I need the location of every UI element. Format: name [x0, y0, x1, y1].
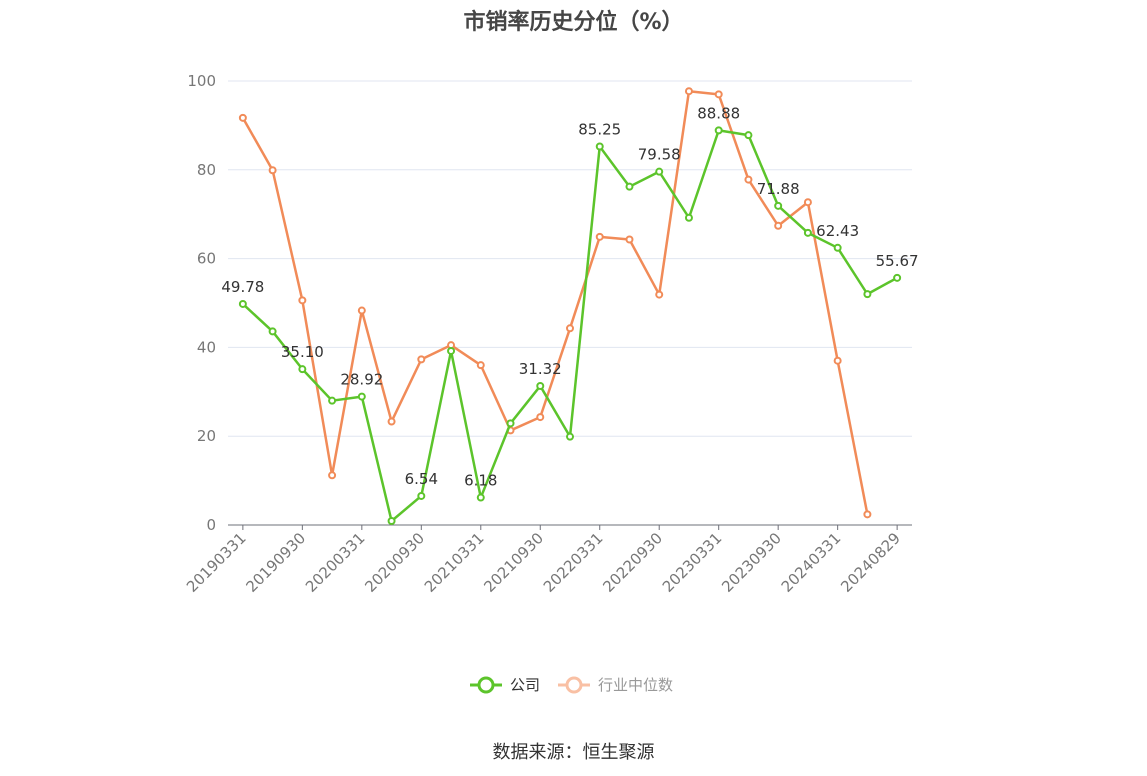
data-point-company	[506, 419, 515, 428]
x-tick-label: 20200331	[302, 529, 369, 596]
x-tick-label: 20230331	[659, 529, 726, 596]
data-labels: 49.78 35.10 28.92 6.54 6.18 31.32 85.25 79.58 88…	[221, 104, 918, 489]
legend-label: 行业中位数	[598, 676, 673, 694]
chart-title: 市销率历史分位（%）	[463, 10, 684, 35]
y-tick-label: 0	[206, 516, 216, 534]
data-point-industry-median	[328, 471, 337, 480]
data-point-industry-median	[833, 356, 842, 365]
data-point-company	[566, 432, 574, 441]
data-label: 62.43	[816, 222, 859, 240]
data-point-company	[387, 517, 396, 526]
x-tick-label: 20190930	[242, 529, 309, 596]
data-point-company	[447, 346, 456, 355]
data-point-industry-median	[268, 166, 277, 175]
data-point-company	[744, 131, 753, 140]
data-label: 88.88	[697, 104, 740, 122]
data-label: 79.58	[638, 146, 681, 164]
legend-marker-icon	[477, 676, 495, 694]
x-tick-label: 20220930	[599, 529, 666, 596]
grid-lines	[228, 80, 912, 437]
data-point-company	[833, 243, 842, 252]
data-point-company	[714, 126, 723, 135]
data-point-industry-median	[714, 90, 723, 99]
data-point-industry-median	[476, 361, 485, 370]
data-point-company	[238, 299, 247, 308]
x-tick-label: 20190331	[183, 529, 250, 596]
x-tick-label: 20230930	[718, 529, 785, 596]
legend-label: 公司	[510, 676, 540, 694]
data-point-company	[595, 142, 604, 151]
data-point-company	[268, 327, 277, 336]
y-tick-label: 40	[197, 338, 216, 356]
data-point-industry-median	[387, 417, 396, 426]
data-point-company	[803, 228, 812, 237]
data-point-industry-median	[417, 355, 426, 364]
data-point-industry-median	[744, 175, 753, 184]
y-tick-label: 80	[197, 161, 216, 179]
data-label: 49.78	[221, 278, 264, 296]
legend: 公司 行业中位数	[470, 676, 673, 694]
data-label: 31.32	[519, 360, 562, 378]
data-point-industry-median	[536, 413, 545, 422]
series-layer	[238, 87, 902, 526]
data-point-company	[774, 201, 783, 210]
data-point-industry-median	[357, 306, 366, 315]
data-label: 85.25	[578, 120, 621, 138]
data-point-company	[357, 392, 366, 401]
data-label: 71.88	[757, 180, 800, 198]
legend-marker-icon	[565, 676, 583, 694]
data-point-industry-median	[655, 290, 664, 299]
data-point-company	[298, 365, 307, 374]
legend-item-industry-median[interactable]: 行业中位数	[558, 676, 673, 694]
x-tick-label: 20240829	[837, 529, 904, 596]
x-tick-label: 20210331	[421, 529, 488, 596]
data-point-company	[625, 182, 634, 191]
y-tick-label: 60	[197, 250, 216, 268]
x-tick-label: 20200930	[361, 529, 428, 596]
data-point-company	[655, 167, 664, 176]
data-label: 35.10	[281, 343, 324, 361]
data-point-industry-median	[625, 235, 634, 244]
y-tick-label: 100	[187, 72, 216, 90]
data-label: 55.67	[876, 252, 919, 270]
data-point-industry-median	[298, 296, 307, 305]
data-label: 6.18	[464, 472, 497, 490]
data-point-company	[417, 491, 426, 500]
data-source-note: 数据来源：恒生聚源	[492, 742, 655, 763]
data-point-industry-median	[774, 221, 783, 230]
y-tick-label: 20	[197, 427, 216, 445]
axes: 0 20 40 60 80 100 2019033120190930202003312020…	[183, 72, 912, 596]
data-point-company	[684, 213, 693, 222]
x-tick-label: 20220331	[540, 529, 607, 596]
data-point-industry-median	[863, 510, 872, 519]
data-point-industry-median	[595, 232, 604, 241]
data-label: 28.92	[340, 371, 383, 389]
data-point-company	[476, 493, 485, 502]
data-point-industry-median	[566, 324, 574, 333]
data-point-company	[863, 290, 872, 299]
data-point-company	[893, 273, 902, 282]
x-tick-label: 20210930	[480, 529, 547, 596]
data-point-company	[536, 381, 545, 390]
data-point-company	[328, 396, 337, 405]
series-line-industry-median	[241, 89, 869, 515]
data-point-industry-median	[238, 113, 247, 122]
data-point-industry-median	[803, 198, 812, 207]
data-point-industry-median	[684, 87, 693, 96]
legend-item-company[interactable]: 公司	[470, 676, 540, 694]
x-tick-label: 20240331	[778, 529, 845, 596]
data-label: 6.54	[405, 470, 438, 488]
